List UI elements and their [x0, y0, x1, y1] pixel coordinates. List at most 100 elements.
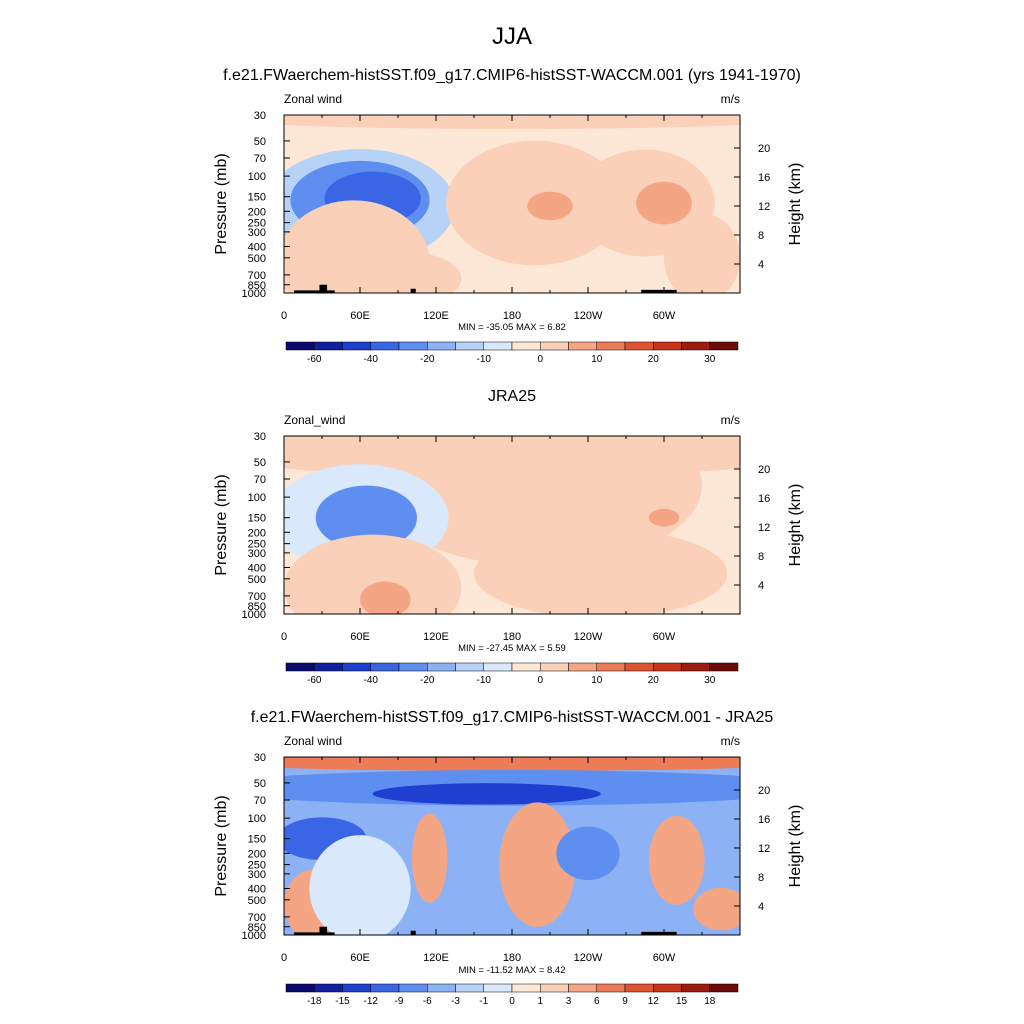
colorbar-swatch: [398, 341, 428, 351]
colorbar-swatch: [653, 662, 682, 672]
x-tick-label: 120W: [574, 310, 603, 322]
colorbar-swatch: [624, 662, 654, 672]
x-tick-label: 120E: [423, 310, 449, 322]
topography-3: [641, 289, 677, 293]
colorbar-label: -20: [420, 675, 435, 686]
colorbar-label: -10: [477, 354, 492, 365]
colorbar-label: 30: [704, 354, 716, 365]
y-tick-label: 500: [248, 253, 266, 265]
figure-title: JJA: [492, 23, 532, 50]
panel-3-colorbar: -18 -15 -12 -9 -6 -3 -1 0 1 3 6 9 12 15 18: [285, 983, 739, 1007]
colorbar-swatch: [370, 983, 400, 993]
y-right-tick-label: 8: [758, 551, 764, 563]
colorbar-swatch: [540, 983, 569, 993]
contour-field: [284, 436, 740, 614]
y-right-tick-label: 16: [758, 814, 770, 826]
y-tick-label: 700: [248, 270, 266, 282]
contour-region-2: [372, 783, 601, 805]
y-tick-label: 850: [248, 280, 266, 292]
colorbar-swatch: [285, 662, 315, 672]
y-tick-label: 1000: [242, 930, 266, 942]
colorbar-label: 6: [594, 996, 600, 1007]
contour-region-5: [284, 534, 462, 614]
contour-field: [284, 115, 740, 293]
y-tick-label: 700: [248, 912, 266, 924]
y-right-tick-label: 16: [758, 172, 770, 184]
panel-1: f.e21.FWaerchem-histSST.f09_g17.CMIP6-hi…: [213, 67, 804, 365]
colorbar-label: -9: [395, 996, 404, 1007]
contour-region-7: [474, 528, 728, 614]
panel-3: f.e21.FWaerchem-histSST.f09_g17.CMIP6-hi…: [213, 709, 804, 1007]
x-tick-label: 60E: [350, 310, 370, 322]
colorbar-swatch: [314, 983, 343, 993]
colorbar-swatch: [624, 341, 654, 351]
contour-region-4: [411, 813, 448, 903]
x-tick-label: 120W: [574, 631, 603, 643]
topography-3: [641, 931, 677, 935]
colorbar-swatch: [342, 662, 371, 672]
colorbar-swatch: [681, 983, 710, 993]
colorbar-swatch: [483, 341, 513, 351]
x-tick-label: 60W: [653, 952, 676, 964]
colorbar-swatch: [455, 341, 484, 351]
x-tick-label: 120W: [574, 952, 603, 964]
colorbar-swatch: [314, 341, 343, 351]
y-tick-label: 300: [248, 227, 266, 239]
colorbar-swatch: [596, 983, 626, 993]
panel-2-ylabel: Pressure (mb): [213, 474, 230, 575]
colorbar-label: 3: [566, 996, 572, 1007]
y-tick-label: 400: [248, 562, 266, 574]
colorbar-swatch: [427, 341, 456, 351]
x-tick-label: 0: [281, 310, 287, 322]
panel-2-title: JRA25: [488, 388, 536, 405]
panel-2-variable-label: Zonal_wind: [284, 413, 345, 427]
colorbar-label: 10: [591, 675, 603, 686]
y-tick-label: 500: [248, 574, 266, 586]
y-tick-label: 250: [248, 860, 266, 872]
colorbar-swatch: [342, 983, 371, 993]
colorbar-swatch: [568, 662, 597, 672]
colorbar-label: 12: [648, 996, 660, 1007]
colorbar-label: 0: [537, 675, 543, 686]
colorbar-swatch: [455, 983, 484, 993]
y-tick-label: 200: [248, 206, 266, 218]
panel-2-colorbar: -60 -40 -20 -10 0 10 20 30: [285, 662, 739, 686]
contour-region-0: [284, 115, 740, 129]
colorbar-swatch: [342, 341, 371, 351]
colorbar-swatch: [370, 662, 400, 672]
colorbar-swatch: [540, 341, 569, 351]
y-tick-label: 250: [248, 539, 266, 551]
x-tick-label: 60E: [350, 631, 370, 643]
colorbar-swatch: [285, 341, 315, 351]
colorbar-swatch: [285, 983, 315, 993]
x-tick-label: 180: [503, 631, 521, 643]
colorbar-swatch: [709, 983, 739, 993]
colorbar-label: 20: [648, 354, 660, 365]
x-tick-label: 120E: [423, 631, 449, 643]
y-tick-label: 300: [248, 869, 266, 881]
colorbar-swatch: [511, 983, 541, 993]
y-right-tick-label: 8: [758, 230, 764, 242]
y-tick-label: 300: [248, 548, 266, 560]
contour-region-10: [556, 826, 620, 881]
colorbar-label: 9: [622, 996, 628, 1007]
colorbar-label: -12: [364, 996, 379, 1007]
y-right-tick-label: 20: [758, 785, 770, 797]
y-tick-label: 1000: [242, 288, 266, 300]
colorbar-swatch: [681, 341, 710, 351]
contour-region-8: [664, 213, 740, 293]
y-right-tick-label: 16: [758, 493, 770, 505]
y-tick-label: 30: [254, 752, 266, 764]
y-tick-label: 70: [254, 153, 266, 165]
colorbar-swatch: [653, 983, 682, 993]
contour-region-8: [693, 887, 740, 931]
colorbar-label: 1: [537, 996, 543, 1007]
colorbar-label: 10: [591, 354, 603, 365]
colorbar-label: -6: [423, 996, 432, 1007]
panel-3-ylabel-right: Height (km): [787, 805, 804, 888]
contour-region-3: [315, 485, 418, 550]
colorbar-swatch: [624, 983, 654, 993]
colorbar-swatch: [427, 983, 456, 993]
